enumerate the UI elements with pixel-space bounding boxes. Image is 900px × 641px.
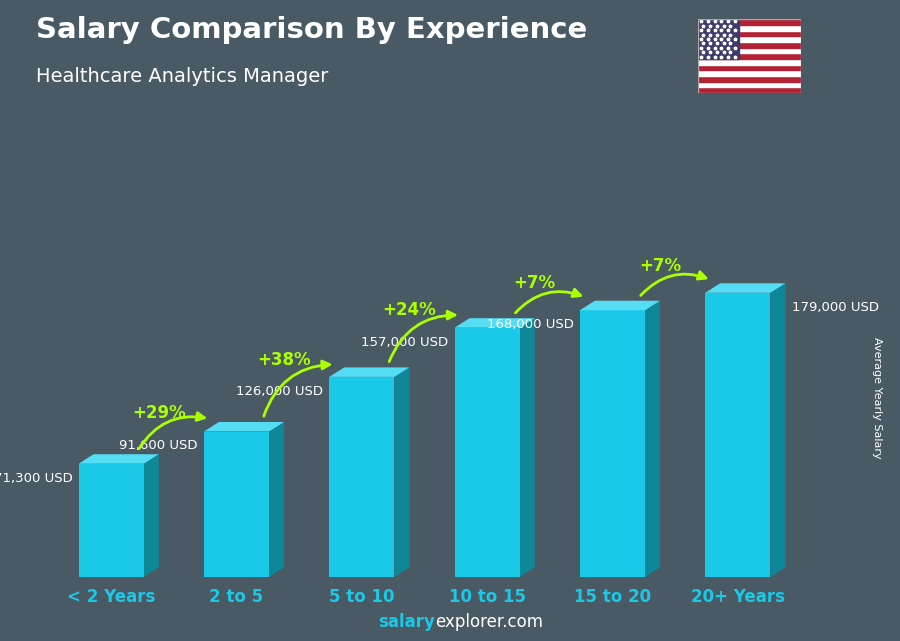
Polygon shape <box>454 318 535 328</box>
Bar <box>698 31 801 37</box>
Bar <box>580 310 645 577</box>
Polygon shape <box>580 301 660 310</box>
Text: 126,000 USD: 126,000 USD <box>236 385 323 398</box>
Bar <box>698 76 801 81</box>
Bar <box>698 53 801 59</box>
Text: +7%: +7% <box>639 257 681 275</box>
Polygon shape <box>706 283 786 293</box>
Bar <box>454 328 519 577</box>
Text: +29%: +29% <box>132 404 185 422</box>
Bar <box>698 19 739 59</box>
Bar <box>698 19 801 25</box>
Polygon shape <box>645 301 660 577</box>
Bar <box>698 71 801 76</box>
Bar <box>78 463 144 577</box>
Text: salary: salary <box>378 613 435 631</box>
Bar <box>698 47 801 53</box>
Bar <box>698 65 801 71</box>
Polygon shape <box>394 367 410 577</box>
Text: +7%: +7% <box>514 274 556 292</box>
Polygon shape <box>144 454 158 577</box>
Text: explorer.com: explorer.com <box>435 613 543 631</box>
Bar <box>698 37 801 42</box>
Text: 157,000 USD: 157,000 USD <box>361 336 448 349</box>
Text: 71,300 USD: 71,300 USD <box>0 472 72 485</box>
Bar <box>706 293 770 577</box>
Text: 179,000 USD: 179,000 USD <box>792 301 878 313</box>
Bar <box>698 59 801 65</box>
Polygon shape <box>204 422 284 431</box>
Text: 168,000 USD: 168,000 USD <box>487 318 573 331</box>
Bar <box>329 377 394 577</box>
Text: Healthcare Analytics Manager: Healthcare Analytics Manager <box>36 67 328 87</box>
Text: Average Yearly Salary: Average Yearly Salary <box>872 337 883 458</box>
Text: Salary Comparison By Experience: Salary Comparison By Experience <box>36 16 587 44</box>
Text: +38%: +38% <box>257 351 310 369</box>
Bar <box>698 81 801 87</box>
Text: 91,600 USD: 91,600 USD <box>119 440 198 453</box>
Bar <box>698 87 801 93</box>
Bar <box>698 42 801 47</box>
Text: +24%: +24% <box>382 301 436 319</box>
Bar <box>698 25 801 31</box>
Polygon shape <box>519 318 535 577</box>
Polygon shape <box>329 367 410 377</box>
Polygon shape <box>78 454 158 463</box>
Polygon shape <box>269 422 284 577</box>
Bar <box>204 431 269 577</box>
Polygon shape <box>770 283 786 577</box>
